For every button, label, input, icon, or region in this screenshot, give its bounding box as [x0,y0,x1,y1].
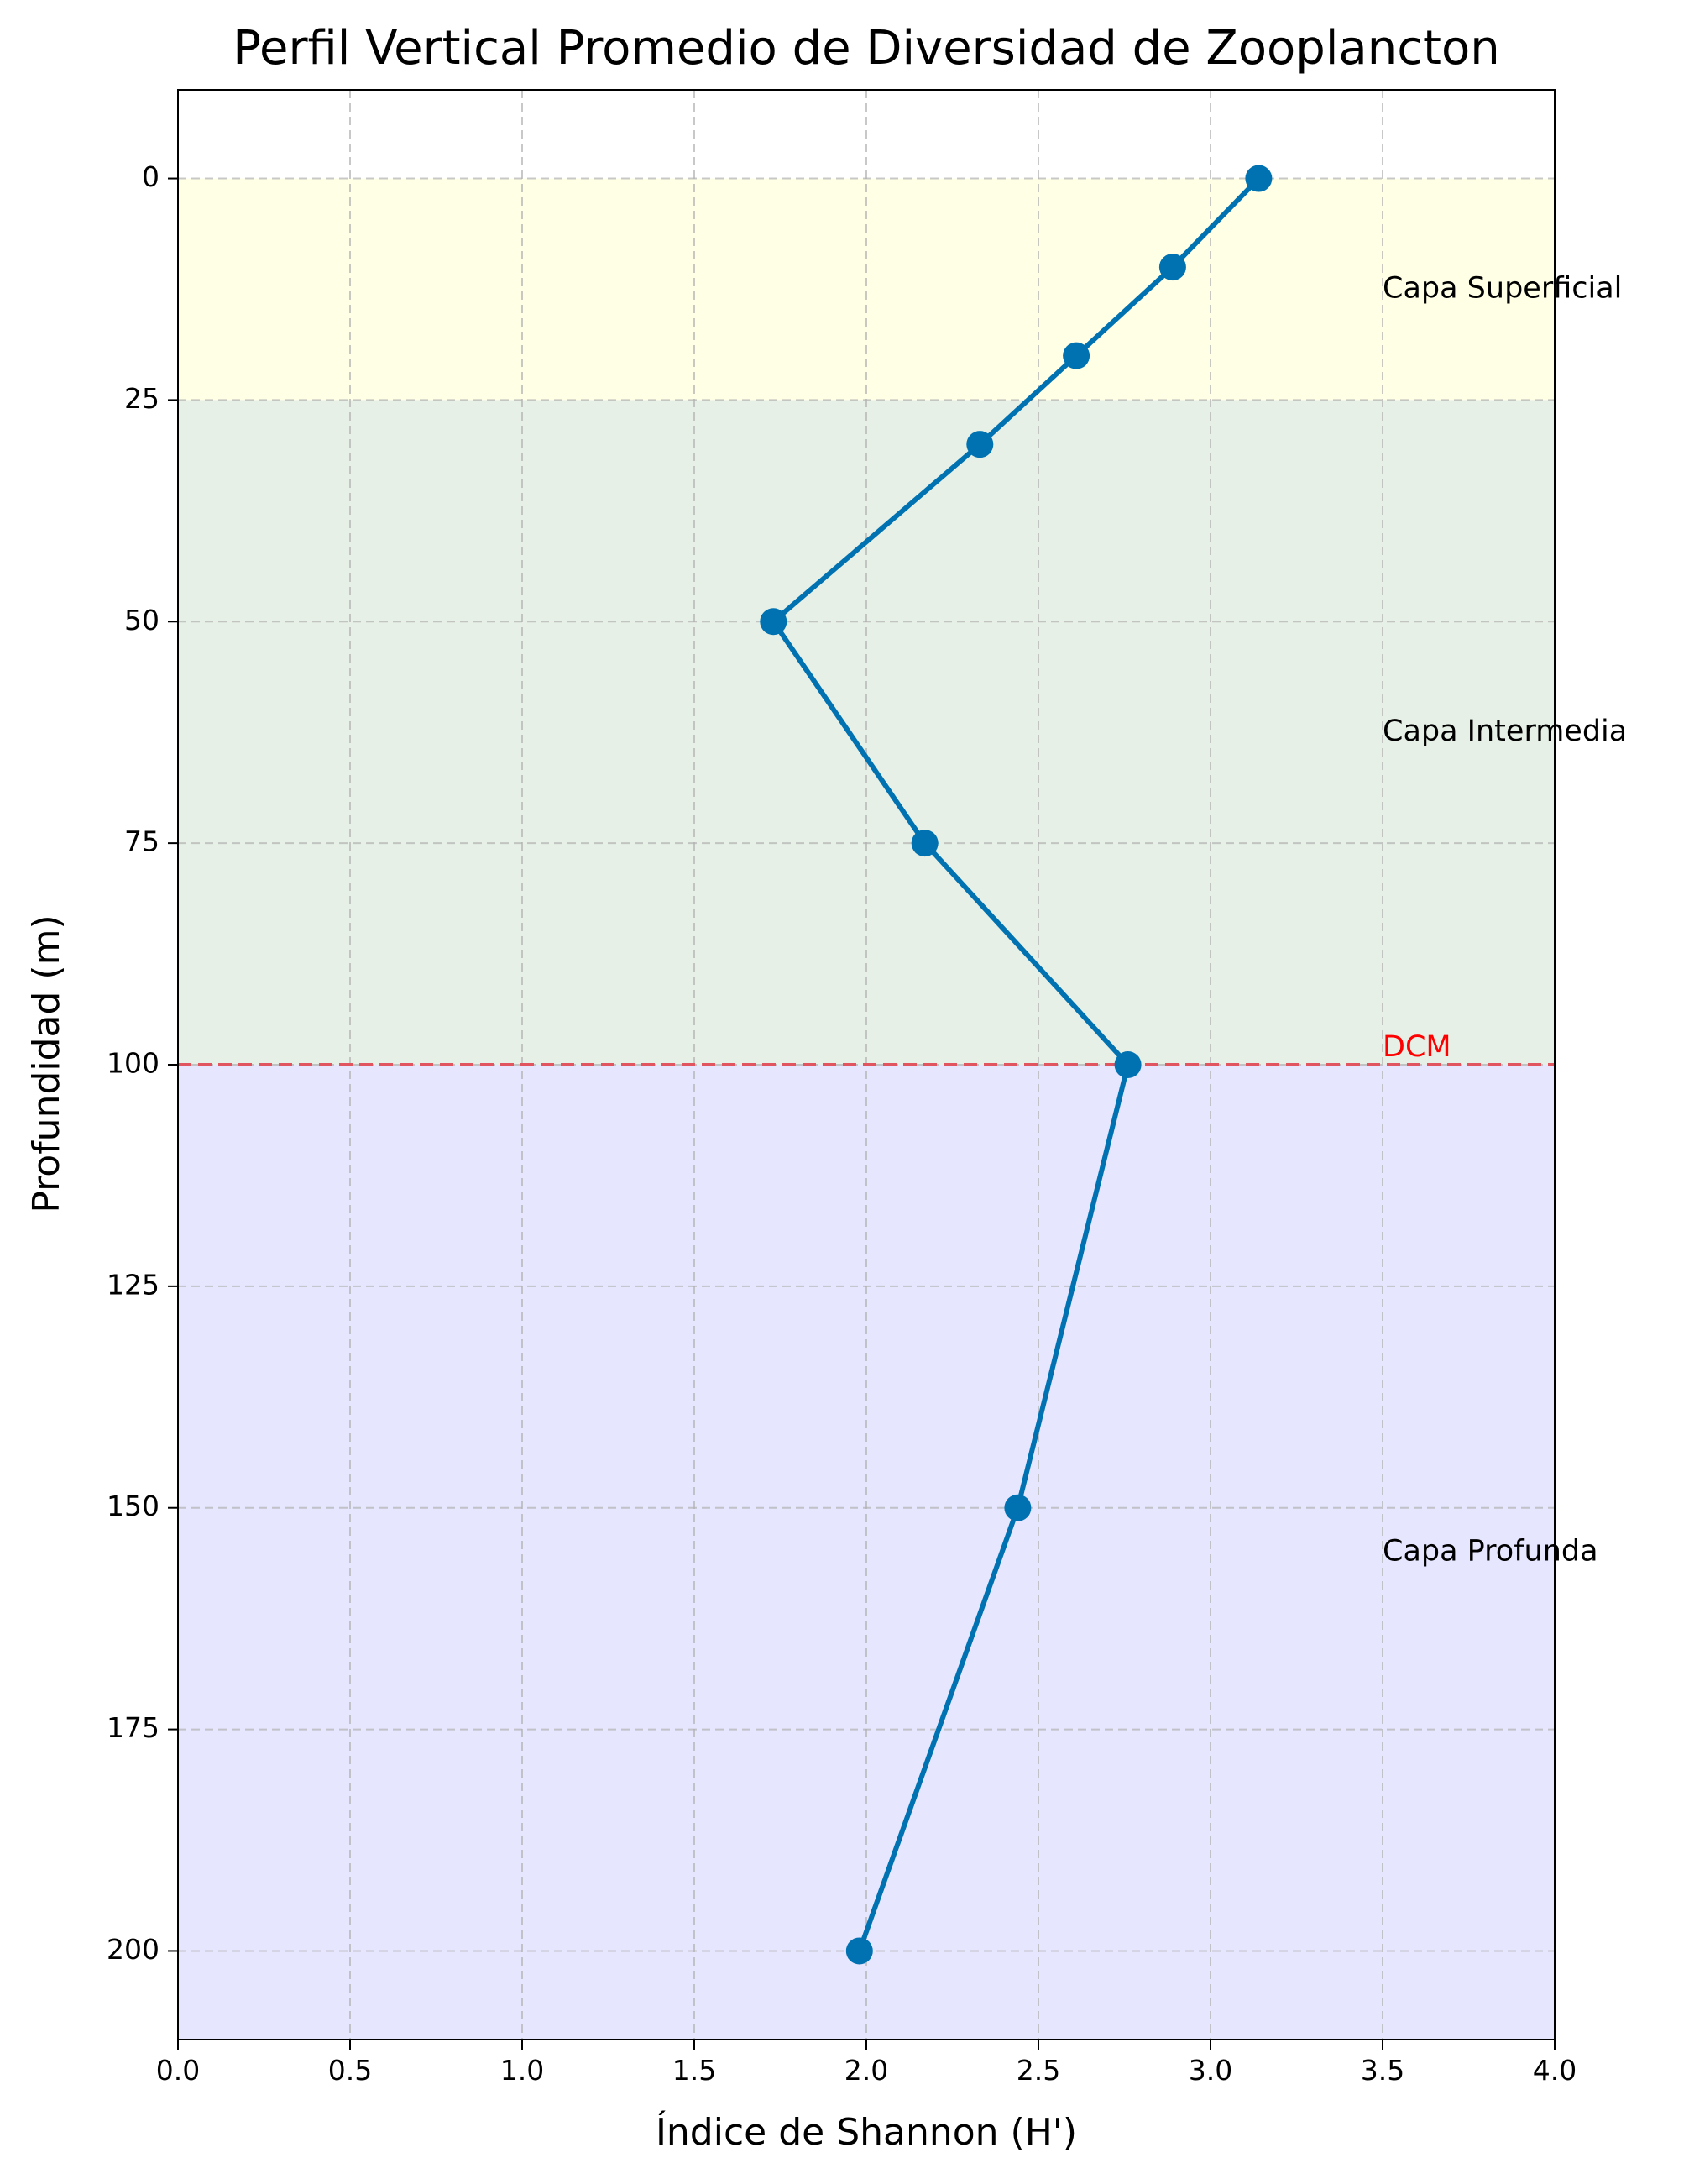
data-point-6 [1114,1051,1142,1078]
y-tick-label-0: 0 [142,160,159,193]
data-point-0 [1245,165,1273,192]
x-axis-label: Índice de Shannon (H') [656,2109,1077,2154]
x-tick-label-4: 2.0 [844,2054,888,2087]
y-tick-label-5: 125 [107,1268,159,1301]
data-point-5 [911,830,939,857]
y-tick-label-1: 25 [124,382,159,415]
x-tick-label-5: 2.5 [1017,2054,1060,2087]
y-tick-label-6: 150 [107,1490,159,1522]
y-tick-label-4: 100 [107,1047,159,1080]
data-point-4 [760,608,787,636]
x-tick-label-6: 3.0 [1189,2054,1232,2087]
y-axis-label: Profundidad (m) [25,914,68,1212]
data-point-1 [1158,254,1186,281]
series-layer [760,165,1273,1965]
zone-label-layer: Capa Superficial Capa Intermedia Capa Prof… [1383,271,1627,1568]
y-tick-label-7: 175 [107,1711,159,1744]
x-tick-label-7: 3.5 [1361,2054,1404,2087]
zones-layer [178,178,1555,2040]
y-tick-label-8: 200 [107,1933,159,1966]
y-tick-label-2: 50 [124,604,159,636]
dcm-label: DCM [1383,1030,1451,1064]
x-tick-label-8: 4.0 [1533,2054,1577,2087]
x-axis-ticks: 0.0 0.5 1.0 1.5 2.0 2.5 3.0 3.5 4.0 [156,2040,1577,2087]
y-axis-ticks: 0 25 50 75 100 125 150 175 200 [107,160,178,1966]
data-point-8 [845,1937,873,1965]
x-tick-label-1: 0.5 [328,2054,372,2087]
y-tick-label-3: 75 [124,825,159,858]
chart-title: Perfil Vertical Promedio de Diversidad d… [233,21,1499,76]
zone-label-1: Capa Intermedia [1383,715,1627,748]
x-tick-label-2: 1.0 [500,2054,544,2087]
x-tick-label-0: 0.0 [156,2054,200,2087]
data-point-7 [1004,1494,1032,1521]
data-point-3 [966,431,994,458]
data-point-2 [1063,342,1090,369]
zone-label-2: Capa Profunda [1383,1535,1598,1569]
zone-label-0: Capa Superficial [1383,271,1622,305]
x-tick-label-3: 1.5 [672,2054,716,2087]
